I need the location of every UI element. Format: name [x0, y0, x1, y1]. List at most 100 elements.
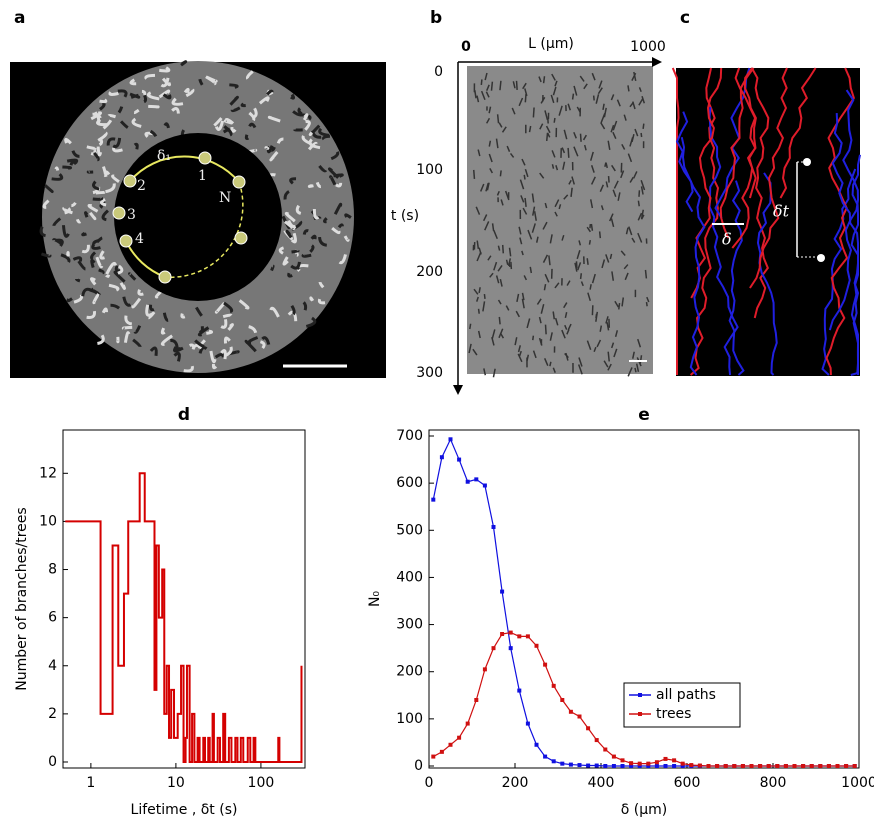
streak: [533, 108, 534, 118]
marker: [199, 152, 211, 164]
texture: [86, 213, 87, 218]
streak: [600, 231, 601, 238]
x-tick-label: 1000: [841, 775, 874, 791]
streak: [589, 240, 590, 244]
point: [517, 689, 521, 693]
arrow: [652, 57, 662, 67]
streak: [547, 133, 548, 141]
annulus: [41, 61, 354, 373]
point: [664, 764, 668, 768]
texture: [295, 130, 303, 131]
y-tick-label: 2: [48, 706, 57, 722]
texture: [310, 133, 312, 135]
tick-label: 0: [434, 64, 443, 80]
point-label: 1: [198, 168, 207, 184]
y-axis-title: N₀: [367, 591, 383, 607]
streak: [544, 76, 545, 83]
texture: [87, 147, 96, 149]
point: [672, 764, 676, 768]
point: [509, 646, 513, 650]
point: [526, 722, 530, 726]
texture: [62, 167, 70, 168]
texture: [106, 276, 109, 277]
point: [672, 758, 676, 762]
streak: [587, 258, 588, 265]
point: [818, 764, 822, 768]
streak: [608, 352, 609, 362]
y-tick-label: 600: [396, 475, 423, 491]
point: [681, 762, 685, 766]
x-tick-label: 400: [588, 775, 615, 791]
streak: [493, 223, 494, 230]
point: [492, 525, 496, 529]
panel-label: b: [430, 8, 442, 28]
point: [569, 710, 573, 714]
point: [586, 764, 590, 768]
point: [810, 764, 814, 768]
streak: [645, 270, 646, 279]
legend-label: all paths: [656, 687, 716, 703]
point: [698, 764, 702, 768]
streak: [573, 94, 574, 100]
panel-label: c: [680, 8, 690, 28]
point: [517, 634, 521, 638]
legend-swatch: [638, 712, 642, 716]
marker: [113, 207, 125, 219]
point: [793, 764, 797, 768]
streak: [503, 245, 504, 253]
y-tick-label: 0: [414, 758, 423, 774]
point: [595, 764, 599, 768]
x-tick-label: 600: [674, 775, 701, 791]
point: [483, 667, 487, 671]
streak: [479, 309, 480, 314]
y-tick-label: 100: [396, 711, 423, 727]
point: [775, 764, 779, 768]
streak: [491, 82, 492, 91]
streak: [581, 273, 582, 279]
tick-label: 300: [416, 365, 443, 381]
y-tick-label: 8: [48, 562, 57, 578]
streak: [594, 96, 595, 101]
point: [595, 738, 599, 742]
point: [535, 644, 539, 648]
marker: [233, 176, 245, 188]
y-tick-label: 0: [48, 754, 57, 770]
streak: [524, 175, 525, 180]
point: [543, 755, 547, 759]
texture: [68, 253, 69, 257]
texture: [325, 218, 327, 221]
point: [457, 458, 461, 462]
point: [621, 758, 625, 762]
texture: [77, 279, 80, 281]
x-tick-label: 100: [248, 775, 275, 791]
streak: [643, 124, 644, 129]
point: [431, 498, 435, 502]
x-tick-label: 200: [502, 775, 529, 791]
streak: [628, 85, 629, 91]
point: [612, 755, 616, 759]
delta-label: δ: [722, 230, 732, 249]
point: [543, 663, 547, 667]
dt-label: δt: [773, 202, 790, 221]
texture: [309, 185, 313, 186]
streak: [638, 201, 639, 207]
x-tick-label: 0: [425, 775, 434, 791]
point: [784, 764, 788, 768]
chart-title: e: [638, 405, 650, 425]
texture: [148, 106, 158, 107]
dot: [817, 254, 825, 262]
texture: [83, 233, 87, 235]
point: [449, 437, 453, 441]
point: [715, 764, 719, 768]
marker: [124, 175, 136, 187]
tick-label: 0: [461, 39, 471, 55]
texture: [144, 95, 145, 101]
point: [578, 715, 582, 719]
point: [560, 698, 564, 702]
tick-label: 100: [416, 162, 443, 178]
point: [440, 750, 444, 754]
streak: [500, 81, 501, 90]
step-line: [65, 473, 301, 762]
point: [707, 764, 711, 768]
point: [552, 684, 556, 688]
